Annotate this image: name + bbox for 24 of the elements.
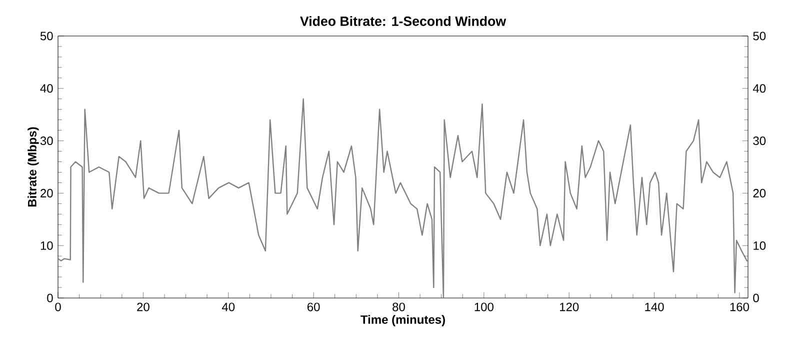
x-tick-label: 40 (222, 302, 235, 312)
y2-tick-label: 20 (753, 188, 766, 198)
y-tick-label: 40 (40, 84, 53, 93)
y2-tick-label: 40 (752, 84, 766, 93)
x-tick-label: 0 (55, 302, 61, 312)
y2-tick-label: 50 (753, 32, 766, 40)
y2-tick-label: 30 (753, 136, 766, 146)
x-tick-label: 20 (137, 302, 150, 312)
y2-tick-label: 10 (754, 241, 766, 250)
x-tick-label: 160 (730, 302, 750, 312)
y2-tick-label: 0 (753, 294, 759, 302)
y-tick-label: 30 (40, 136, 53, 146)
chart-title: Video Bitrate: 1-Second Window (300, 16, 506, 26)
x-tick-label: 140 (645, 302, 664, 312)
y-tick-label: 10 (40, 241, 53, 250)
x-tick-label: 120 (560, 302, 579, 312)
x-tick-label: 60 (307, 302, 320, 312)
y-axis-title: Bitrate (Mbps) (28, 127, 39, 207)
y-tick-label: 0 (47, 294, 53, 302)
x-tick-label: 100 (474, 302, 494, 312)
y-tick-label: 20 (40, 188, 53, 198)
x-axis-title: Time (minutes) (360, 315, 445, 326)
x-tick-label: 80 (392, 302, 405, 312)
y-tick-label: 50 (40, 32, 53, 40)
